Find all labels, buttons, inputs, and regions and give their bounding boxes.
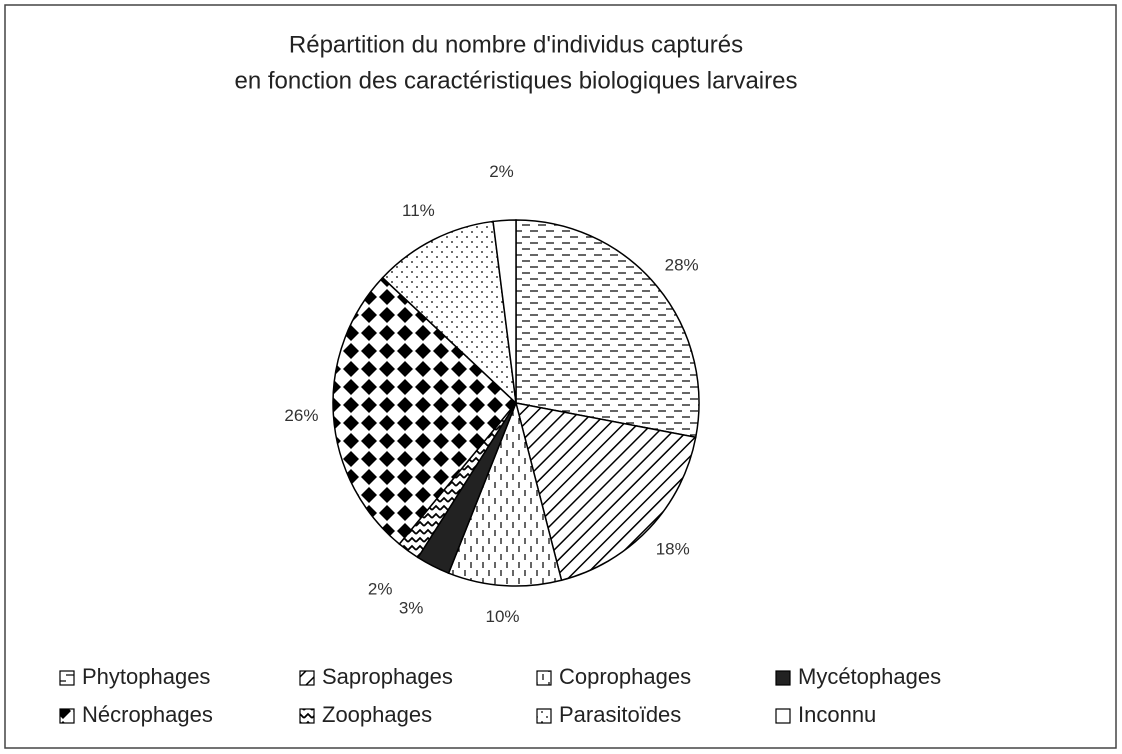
frame: [4, 4, 1117, 749]
pie-slice: [381, 220, 518, 405]
data-label: 11%: [402, 201, 435, 220]
chart-title: en fonction des caractéristiques biologi…: [235, 67, 798, 94]
legend-label: Saprophages: [322, 664, 453, 689]
data-label: 2%: [489, 162, 514, 181]
data-label: 28%: [665, 255, 699, 274]
pie-slice: [515, 219, 700, 439]
legend-swatch: [775, 670, 791, 686]
data-label: 2%: [368, 579, 393, 598]
legend-swatch: [299, 670, 315, 686]
legend-swatch: [536, 670, 552, 686]
legend-swatch: [59, 670, 75, 686]
pie-slice: [514, 402, 697, 582]
legend-label: Nécrophages: [82, 702, 213, 727]
legend-swatch: [536, 708, 552, 724]
legend-label: Inconnu: [798, 702, 876, 727]
legend-label: Parasitoïdes: [559, 702, 681, 727]
data-label: 10%: [485, 607, 519, 626]
data-label: 26%: [284, 406, 318, 425]
legend-label: Zoophages: [322, 702, 432, 727]
pie-slice: [447, 400, 563, 587]
legend-swatch: [59, 708, 75, 724]
legend-label: Coprophages: [559, 664, 691, 689]
legend-swatch: [775, 708, 791, 724]
data-label: 18%: [656, 540, 690, 559]
data-label: 3%: [399, 598, 424, 617]
pie-slice: [492, 219, 517, 404]
chart-title: Répartition du nombre d'individus captur…: [289, 31, 743, 58]
legend-label: Phytophages: [82, 664, 210, 689]
legend-label: Mycétophages: [798, 664, 941, 689]
legend-swatch: [299, 708, 315, 724]
pie-slice: [332, 276, 518, 546]
